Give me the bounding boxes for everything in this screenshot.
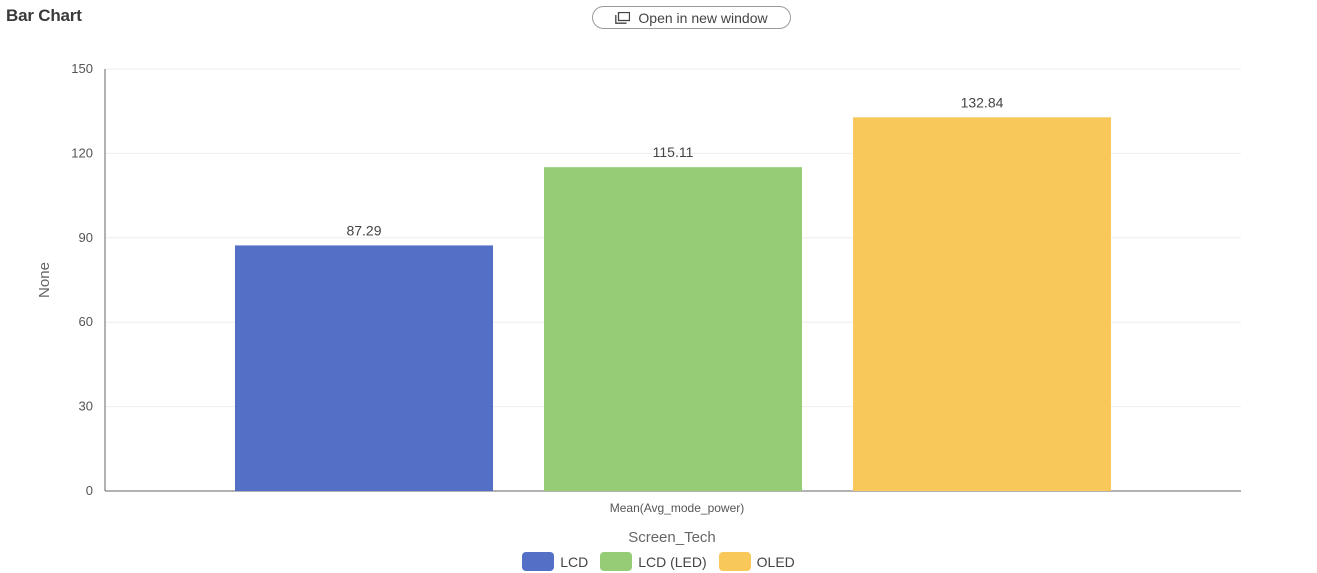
- open-in-new-window-icon: [615, 11, 631, 24]
- legend-item-lcd-led[interactable]: LCD (LED): [600, 552, 707, 571]
- legend-item-lcd[interactable]: LCD: [522, 552, 588, 571]
- legend-label: OLED: [756, 553, 795, 570]
- chart-title: Bar Chart: [6, 6, 82, 25]
- y-tick-label: 60: [79, 314, 93, 329]
- legend-swatch: [718, 552, 751, 571]
- y-tick-label: 0: [86, 483, 93, 498]
- legend-label: LCD: [560, 553, 589, 570]
- chart-legend: LCD LCD (LED) OLED: [0, 552, 1317, 571]
- y-tick-label: 30: [79, 399, 93, 414]
- x-category-label: Mean(Avg_mode_power): [610, 501, 745, 515]
- bar-lcd-led[interactable]: [544, 167, 802, 491]
- bar-value-label: 87.29: [346, 222, 381, 238]
- bar-oled[interactable]: [853, 117, 1111, 492]
- open-in-new-window-label: Open in new window: [638, 9, 768, 26]
- legend-label: LCD (LED): [638, 553, 707, 570]
- legend-item-oled[interactable]: OLED: [718, 552, 795, 571]
- bar-lcd[interactable]: [235, 245, 493, 491]
- y-axis-title: None: [36, 262, 53, 298]
- y-tick-label: 150: [71, 61, 93, 76]
- y-tick-label: 120: [71, 145, 93, 160]
- bar-value-label: 132.84: [961, 94, 1004, 110]
- y-tick-label: 90: [79, 230, 93, 245]
- open-in-new-window-button[interactable]: Open in new window: [592, 6, 791, 29]
- legend-swatch: [522, 552, 555, 571]
- x-axis-title: Screen_Tech: [628, 529, 716, 546]
- legend-swatch: [600, 552, 633, 571]
- bar-value-label: 115.11: [653, 144, 694, 160]
